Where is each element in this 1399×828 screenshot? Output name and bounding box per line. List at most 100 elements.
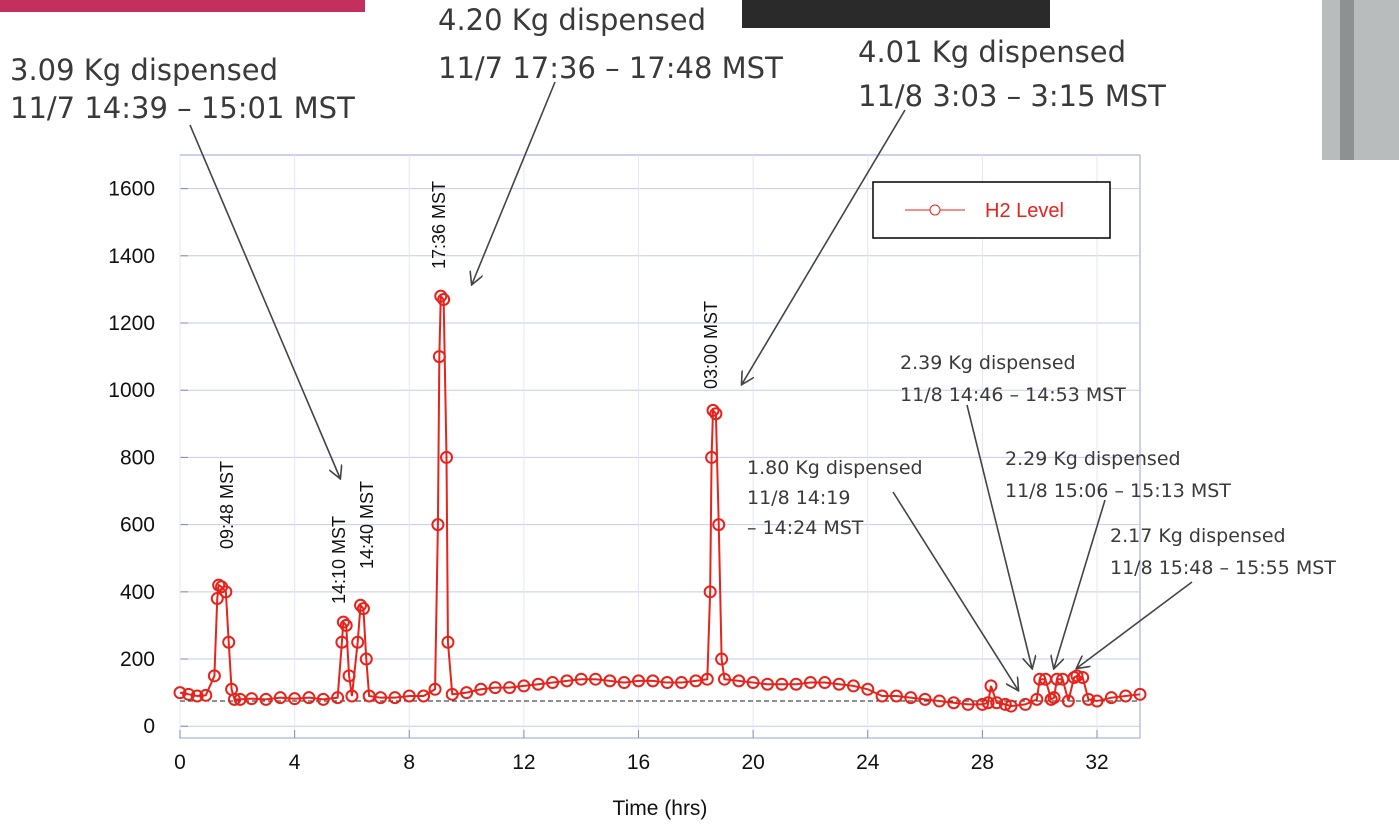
marker — [488, 681, 502, 695]
marker — [560, 674, 574, 688]
marker — [574, 672, 588, 686]
photo — [1322, 0, 1399, 160]
marker — [706, 403, 720, 417]
plot: 0 200 400 600 800 1000 1200 1400 1600 0 4 8 12 16 20 24… — [108, 154, 1147, 820]
marker — [846, 679, 860, 693]
annotation-arrow — [892, 491, 1018, 690]
marker — [441, 635, 455, 649]
marker — [961, 697, 975, 711]
marker — [207, 669, 221, 683]
marker — [1050, 672, 1064, 686]
marker — [546, 676, 560, 690]
marker — [432, 350, 446, 364]
marker — [589, 672, 603, 686]
annotation-arrow — [742, 109, 906, 384]
marker — [173, 686, 187, 700]
y-tick-label: 1600 — [108, 178, 155, 201]
marker — [818, 676, 832, 690]
marker — [674, 676, 688, 690]
marker — [1061, 694, 1075, 708]
y-tick-label: 1400 — [108, 245, 155, 268]
peak-label: 03:00 MST — [701, 301, 721, 389]
marker — [832, 677, 846, 691]
legend-label: H2 Level — [985, 200, 1064, 222]
annotation-arrow — [472, 81, 556, 284]
annotation-arrow — [1054, 499, 1106, 668]
annotation-text: 11/8 15:48 – 15:55 MST — [1110, 557, 1336, 579]
annotation-text: 2.17 Kg dispensed — [1110, 525, 1286, 547]
marker — [904, 691, 918, 705]
marker — [335, 635, 349, 649]
annotation-arrow — [189, 124, 340, 478]
marker — [1070, 669, 1084, 683]
marker — [219, 585, 233, 599]
x-tick-label: 32 — [1085, 751, 1108, 774]
x-tick-label: 24 — [856, 751, 880, 774]
annotation-text: 4.20 Kg dispensed — [438, 3, 706, 37]
marker — [789, 677, 803, 691]
annotation-text: – 14:24 MST — [747, 517, 864, 539]
x-tick-label: 0 — [174, 751, 186, 774]
marker — [760, 677, 774, 691]
marker — [331, 691, 345, 705]
marker — [503, 681, 517, 695]
y-tick-label: 1000 — [108, 379, 155, 402]
marker — [417, 689, 431, 703]
marker — [434, 289, 448, 303]
marker — [1033, 672, 1047, 686]
marker — [351, 635, 365, 649]
marker — [990, 696, 1004, 710]
marker — [617, 676, 631, 690]
marker — [975, 697, 989, 711]
marker — [356, 602, 370, 616]
marker — [660, 676, 674, 690]
marker — [775, 677, 789, 691]
annotation-arrow — [966, 404, 1032, 668]
marker — [918, 692, 932, 706]
annotation-text: 11/7 14:39 – 15:01 MST — [10, 91, 355, 125]
marker — [474, 682, 488, 696]
marker — [182, 687, 196, 701]
marker — [603, 674, 617, 688]
y-tick-label: 600 — [120, 514, 155, 537]
marker — [1133, 687, 1147, 701]
peak-label: 09:48 MST — [217, 461, 237, 549]
x-tick-label: 12 — [512, 751, 535, 774]
marker — [437, 292, 451, 306]
marker — [746, 676, 760, 690]
annotation-text: 11/7 17:36 – 17:48 MST — [438, 51, 783, 85]
marker — [1004, 699, 1018, 713]
marker — [709, 407, 723, 421]
marker — [984, 679, 998, 693]
marker — [354, 598, 368, 612]
marker — [1030, 692, 1044, 706]
marker — [712, 518, 726, 532]
marker — [531, 677, 545, 691]
marker — [646, 674, 660, 688]
photo-detail — [1340, 0, 1354, 160]
annotation-text: 11/8 14:19 — [747, 487, 850, 509]
annotation-text: 1.80 Kg dispensed — [747, 457, 923, 479]
marker — [402, 689, 416, 703]
marker — [190, 689, 204, 703]
marker — [374, 691, 388, 705]
marker — [889, 689, 903, 703]
x-tick-label: 4 — [289, 751, 301, 774]
annotation-text: 11/8 14:46 – 14:53 MST — [900, 384, 1126, 406]
x-tick-label: 16 — [627, 751, 650, 774]
marker — [440, 450, 454, 464]
annotation-text: 2.39 Kg dispensed — [900, 352, 1076, 374]
marker — [428, 682, 442, 696]
photo-strip — [742, 0, 1050, 28]
marker — [460, 686, 474, 700]
marker — [632, 674, 646, 688]
marker — [339, 618, 353, 632]
x-tick-label: 8 — [403, 751, 415, 774]
annotation-text: 4.01 Kg dispensed — [858, 35, 1126, 69]
annotations: 3.09 Kg dispensed 11/7 14:39 – 15:01 MST 4… — [10, 3, 1336, 690]
marker — [1104, 691, 1118, 705]
y-tick-label: 1200 — [108, 312, 155, 335]
marker — [1081, 692, 1095, 706]
plot-area — [179, 154, 1141, 739]
marker — [288, 692, 302, 706]
